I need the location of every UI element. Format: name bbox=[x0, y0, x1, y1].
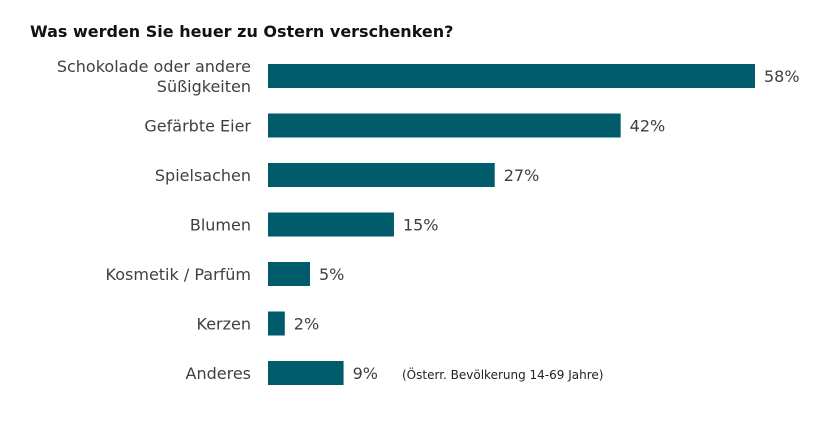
category-label-5: Kerzen bbox=[197, 315, 252, 334]
chart-title: Was werden Sie heuer zu Ostern verschenk… bbox=[30, 22, 454, 41]
category-label-3: Blumen bbox=[190, 216, 251, 235]
value-label-0: 58% bbox=[764, 67, 800, 86]
category-label-2: Spielsachen bbox=[155, 166, 251, 185]
bar-5 bbox=[268, 311, 285, 336]
bar-1 bbox=[268, 113, 621, 138]
category-label-6: Anderes bbox=[186, 364, 252, 383]
chart-note: (Österr. Bevölkerung 14-69 Jahre) bbox=[402, 368, 604, 382]
bar-4 bbox=[268, 262, 310, 286]
bar-6 bbox=[268, 361, 344, 385]
value-label-3: 15% bbox=[403, 216, 439, 235]
bar-2 bbox=[268, 163, 495, 187]
value-label-1: 42% bbox=[630, 117, 666, 136]
category-label-1: Gefärbte Eier bbox=[144, 117, 251, 136]
value-label-2: 27% bbox=[504, 166, 540, 185]
value-label-6: 9% bbox=[353, 364, 378, 383]
value-label-4: 5% bbox=[319, 265, 344, 284]
bar-3 bbox=[268, 212, 394, 237]
category-label-0: Schokolade oder andere Süßigkeiten bbox=[57, 57, 251, 96]
category-label-4: Kosmetik / Parfüm bbox=[106, 265, 251, 284]
bar-0 bbox=[268, 64, 755, 88]
value-label-5: 2% bbox=[294, 315, 319, 334]
